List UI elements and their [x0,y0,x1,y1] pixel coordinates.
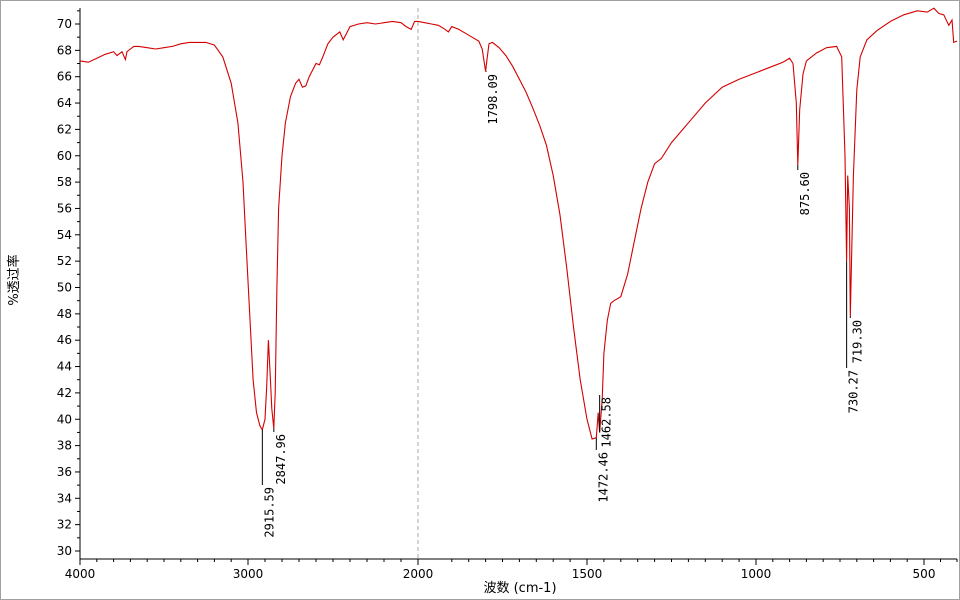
y-tick-label: 50 [57,281,72,295]
y-tick-label: 32 [57,518,72,532]
x-axis-title: 波数 (cm-1) [483,581,556,596]
y-tick-label: 38 [57,439,72,453]
peak-label: 719.30 [850,320,864,363]
peak-label: 1798.09 [486,74,500,125]
x-tick-label: 3000 [233,567,264,581]
peak-label: 1472.46 [596,452,610,503]
y-tick-label: 54 [57,228,72,242]
y-axis-ticks: 30 32 34 36 38 40 42 44 46 48 50 52 54 56 58 60 62 64 66 68… [57,10,80,558]
y-tick-label: 40 [57,412,72,426]
y-tick-label: 34 [57,491,72,505]
y-tick-label: 30 [57,544,72,558]
peak-labels: 2915.59 2847.96 1798.09 1472.46 1462.58 875.6… [261,71,864,538]
y-tick-label: 70 [57,17,72,31]
y-tick-label: 64 [57,96,72,110]
spectrum-line [79,7,958,440]
x-axis-ticks: 4000 3000 2000 1500 1000 500 [65,559,958,581]
y-tick-label: 56 [57,201,72,215]
y-tick-label: 58 [57,175,72,189]
y-tick-label: 60 [57,149,72,163]
x-tick-label: 2000 [403,567,434,581]
x-tick-label: 1000 [741,567,772,581]
y-tick-label: 48 [57,307,72,321]
x-tick-label: 1500 [572,567,603,581]
y-axis-title: %透过率 [6,254,22,305]
peak-label: 1462.58 [600,397,614,448]
peak-label: 2915.59 [262,487,276,538]
y-tick-label: 42 [57,386,72,400]
y-tick-label: 44 [57,360,72,374]
y-tick-label: 46 [57,333,72,347]
y-tick-label: 62 [57,122,72,136]
chart-axes [79,8,957,560]
y-tick-label: 68 [57,43,72,57]
y-tick-label: 52 [57,254,72,268]
peak-label: 2847.96 [274,434,288,485]
spectrum-series [79,7,958,440]
x-tick-label: 4000 [65,567,96,581]
peak-label: 730.27 [847,370,861,413]
peak-label: 875.60 [798,172,812,215]
y-tick-label: 66 [57,70,72,84]
x-tick-label: 500 [913,567,936,581]
y-tick-label: 36 [57,465,72,479]
